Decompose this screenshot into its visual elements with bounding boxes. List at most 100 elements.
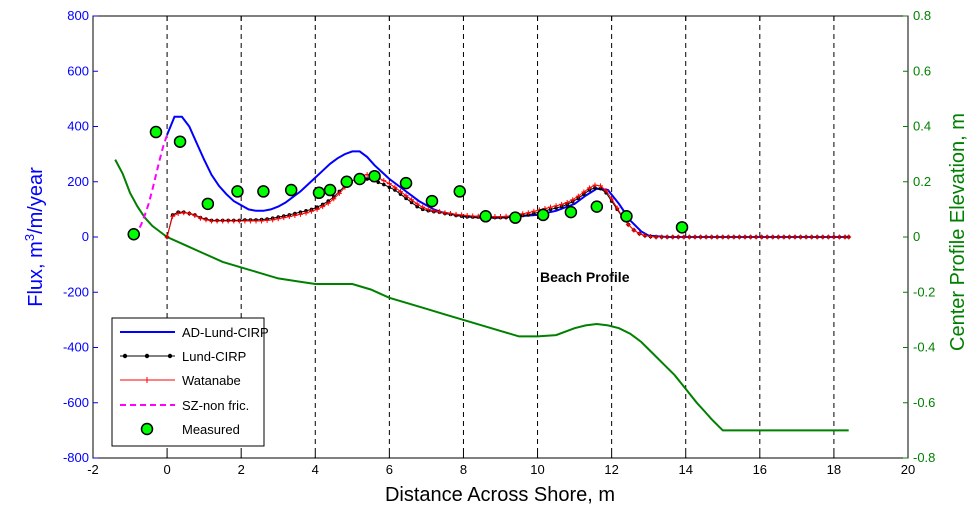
series-2-point-13: [236, 218, 242, 224]
annotation-beach-profile: Beach Profile: [540, 269, 630, 285]
legend-marker-lund-cirp-1: [122, 353, 128, 359]
series-2-point-14: [242, 218, 248, 224]
series-2-point-94: [686, 234, 692, 240]
series-2-point-102: [731, 234, 737, 240]
y-axis-label-left-suffix: /m/year: [25, 167, 47, 234]
series-4-point-14: [453, 185, 466, 198]
left-tick-label-5: 200: [67, 174, 89, 189]
x-tick-label-4: 6: [386, 462, 393, 477]
series-4-point-12: [399, 176, 413, 190]
series-2-point-80: [609, 196, 615, 202]
series-2-point-24: [297, 211, 303, 217]
y-axis-label-left-main: Flux, m: [25, 241, 47, 307]
series-2-point-92: [675, 234, 681, 240]
series-4-point-6: [284, 183, 298, 197]
series-2-point-85: [636, 231, 642, 237]
series-4-point-11: [368, 169, 381, 183]
series-2-point-116: [809, 234, 815, 240]
series-2-point-121: [836, 234, 842, 240]
series-2-point-61: [503, 213, 509, 219]
legend-marker-measured: [140, 422, 154, 436]
legend-label-lund-cirp: Lund-CIRP: [182, 349, 246, 364]
series-2-point-96: [698, 234, 704, 240]
series-2-point-95: [692, 234, 698, 240]
x-tick-label-9: 16: [753, 462, 767, 477]
series-4-point-3: [201, 197, 215, 211]
series-2-point-86: [642, 233, 648, 239]
series-2-point-109: [770, 234, 776, 240]
series-2-point-51: [447, 211, 453, 217]
series-2-point-43: [403, 193, 409, 199]
series-1-point-45: [415, 204, 419, 209]
series-2-point-98: [709, 234, 715, 240]
series-2-point-64: [520, 211, 526, 217]
series-2-point-60: [498, 214, 503, 220]
series-4-point-19: [590, 200, 604, 213]
x-tick-label-2: 2: [238, 462, 245, 477]
series-2-point-118: [820, 234, 826, 240]
series-2-point-22: [286, 214, 292, 220]
series-2-point-50: [442, 210, 448, 216]
legend-item-watanabe: Watanabe: [120, 373, 241, 388]
series-2-point-8: [209, 218, 215, 224]
series-2-point-4: [186, 211, 192, 217]
series-4-point-21: [675, 221, 689, 234]
right-tick-label-7: 0.6: [913, 63, 931, 78]
series-2-point-100: [720, 234, 726, 240]
series-4-point-20: [620, 210, 633, 223]
left-axis-ticks: -800 -600 -400 -200 0 200 400 600 800: [63, 8, 98, 465]
series-4-point-18: [564, 205, 578, 219]
series-4-point-13: [425, 194, 439, 208]
series-2-point-40: [386, 181, 392, 187]
series-2-point-105: [748, 234, 754, 240]
series-2-point-9: [214, 218, 220, 224]
series-2-point-39: [381, 178, 387, 184]
legend-label-watanabe: Watanabe: [182, 373, 241, 388]
series-1-point-41: [393, 188, 397, 192]
right-axis-ticks: -0.8 -0.6 -0.4 -0.2 0 0.2 0.4 0.6 0.8: [903, 8, 935, 465]
series-2-point-18: [264, 217, 270, 223]
series-2-point-6: [197, 215, 203, 221]
series-2-point-27: [314, 206, 320, 212]
series-1-point-42: [398, 192, 403, 196]
series-2-point-103: [736, 234, 742, 240]
series-2-point-74: [575, 193, 581, 199]
series-4-point-0: [127, 227, 140, 241]
series-2-point-2: [175, 211, 181, 217]
legend-label-measured: Measured: [182, 422, 240, 437]
x-tick-label-0: -2: [87, 462, 99, 477]
series-line-5: [114, 159, 849, 432]
series-2-point-77: [592, 182, 598, 188]
series-4-point-15: [479, 210, 492, 223]
legend-item-lund-cirp: Lund-CIRP: [120, 349, 246, 364]
series-2-point-15: [247, 218, 253, 224]
left-tick-label-2: -400: [63, 340, 89, 355]
series-2-point-72: [564, 199, 570, 205]
legend-marker-lund-cirp-3: [167, 353, 173, 359]
series-2-point-11: [225, 218, 231, 224]
series-2-point-107: [759, 234, 765, 240]
legend-marker-lund-cirp-2: [144, 353, 150, 359]
legend-label-ad-lund-cirp: AD-Lund-CIRP: [182, 325, 269, 340]
right-tick-label-2: -0.4: [913, 340, 935, 355]
left-tick-label-0: -800: [63, 450, 89, 465]
series-1-point-40: [387, 185, 392, 190]
series-2-point-44: [409, 197, 415, 203]
series-2-point-45: [414, 201, 420, 207]
series-2-point-89: [659, 234, 665, 240]
series-2-point-59: [492, 214, 498, 220]
left-tick-label-7: 600: [67, 63, 89, 78]
series-2-point-19: [270, 217, 276, 223]
legend-label-sz-non-fric: SZ-non fric.: [182, 398, 249, 413]
legend-item-ad-lund-cirp: AD-Lund-CIRP: [120, 325, 269, 340]
x-tick-label-11: 20: [901, 462, 915, 477]
left-tick-label-1: -600: [63, 395, 89, 410]
series-2-point-119: [825, 234, 831, 240]
left-tick-label-6: 400: [67, 119, 89, 134]
series-2-point-71: [559, 201, 565, 207]
series-2-point-42: [397, 188, 403, 194]
series-4-point-10: [353, 172, 366, 186]
series-4-point-16: [509, 211, 522, 224]
left-tick-label-8: 800: [67, 8, 89, 23]
